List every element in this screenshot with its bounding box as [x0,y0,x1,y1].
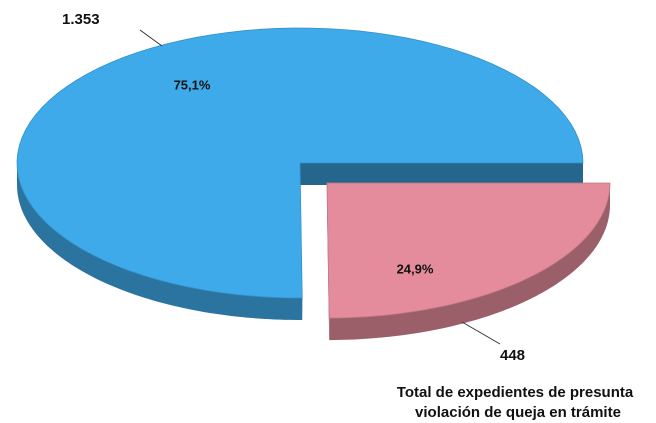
slice [326,182,611,319]
slice-side [300,163,583,185]
leader-line [139,29,163,47]
slice-side [17,163,303,320]
slice [16,27,584,299]
value-label: 448 [500,347,525,364]
leader-line [461,321,501,345]
slice-side [329,183,610,341]
chart-title: violación de queja en trámite [415,404,621,421]
percentage-label: 75,1% [174,77,211,92]
value-label: 1.353 [62,11,100,28]
chart-title: Total de expedientes de presunta [397,384,634,401]
percentage-label: 24,9% [397,261,434,276]
